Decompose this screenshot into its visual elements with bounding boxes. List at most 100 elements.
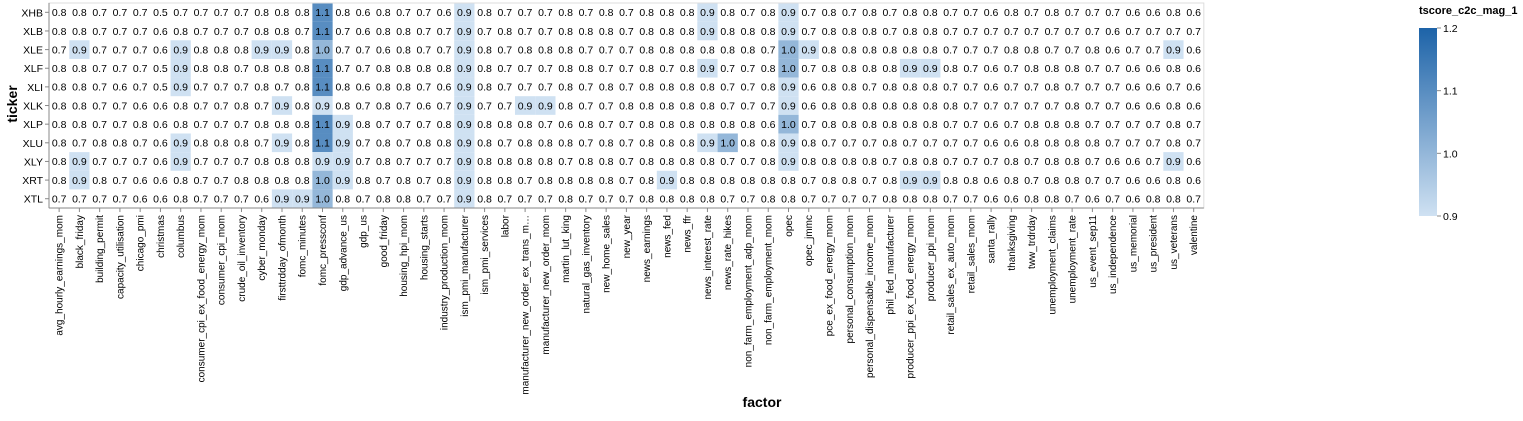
cell-value-label: 0.7 <box>356 194 371 206</box>
cell-value-label: 0.9 <box>660 175 675 187</box>
x-tick-label: thanksgiving <box>1007 215 1018 271</box>
cell-value-label: 0.7 <box>964 100 979 112</box>
heatmap-cell <box>920 58 941 78</box>
cell-value-label: 0.7 <box>538 26 553 38</box>
cell-value-label: 0.7 <box>518 26 533 38</box>
cell-value-label: 0.7 <box>984 100 999 112</box>
cell-value-label: 0.8 <box>761 175 776 187</box>
cell-value-label: 0.7 <box>619 7 634 19</box>
cell-value-label: 0.8 <box>518 156 533 168</box>
cell-value-label: 0.7 <box>1146 44 1161 56</box>
x-tick-label: manufacturer_new_order_mom <box>541 215 552 355</box>
cell-value-label: 0.7 <box>943 44 958 56</box>
cell-value-label: 0.8 <box>477 82 492 94</box>
cell-value-label: 0.7 <box>1045 44 1060 56</box>
cell-value-label: 0.8 <box>376 82 391 94</box>
cell-value-label: 0.8 <box>1024 194 1039 206</box>
cell-value-label: 0.7 <box>335 63 350 75</box>
cell-value-label: 0.8 <box>1166 138 1181 150</box>
cell-value-label: 1.1 <box>315 119 330 131</box>
cell-value-label: 0.7 <box>1065 82 1080 94</box>
cell-value-label: 0.7 <box>964 156 979 168</box>
cell-value-label: 0.7 <box>113 119 128 131</box>
x-tick-label: consumer_cpi_mom <box>217 215 228 305</box>
cell-value-label: 0.7 <box>1004 82 1019 94</box>
cell-value-label: 0.9 <box>72 156 87 168</box>
cell-value-label: 0.8 <box>254 26 269 38</box>
cell-value-label: 0.7 <box>1085 175 1100 187</box>
x-tick-label: us_president <box>1149 215 1160 272</box>
cell-value-label: 0.8 <box>599 175 614 187</box>
heatmap-cell <box>778 3 799 22</box>
cell-value-label: 0.8 <box>1045 138 1060 150</box>
cell-value-label: 0.8 <box>923 7 938 19</box>
x-tick-label: martin_lut_king <box>561 215 572 283</box>
cell-value-label: 0.7 <box>437 156 452 168</box>
cell-value-label: 0.6 <box>1186 175 1201 187</box>
cell-value-label: 0.8 <box>741 138 756 150</box>
cell-value-label: 0.7 <box>396 119 411 131</box>
cell-value-label: 0.7 <box>538 63 553 75</box>
cell-value-label: 0.8 <box>1024 63 1039 75</box>
heatmap-cell <box>778 152 799 171</box>
cell-value-label: 0.7 <box>862 138 877 150</box>
heatmap-cell <box>454 21 475 41</box>
cell-value-label: 0.8 <box>639 156 654 168</box>
cell-value-label: 0.7 <box>1024 7 1039 19</box>
cell-value-label: 0.9 <box>457 100 472 112</box>
cell-value-label: 0.8 <box>822 175 837 187</box>
cell-value-label: 0.7 <box>234 63 249 75</box>
cell-value-label: 0.9 <box>700 138 715 150</box>
cell-value-label: 0.8 <box>680 26 695 38</box>
cell-value-label: 0.7 <box>842 7 857 19</box>
cell-value-label: 0.8 <box>903 194 918 206</box>
cell-value-label: 0.9 <box>72 175 87 187</box>
cell-value-label: 0.8 <box>903 7 918 19</box>
cell-value-label: 0.8 <box>295 100 310 112</box>
cell-value-label: 0.8 <box>234 100 249 112</box>
cell-value-label: 0.8 <box>396 26 411 38</box>
cell-value-label: 0.8 <box>761 138 776 150</box>
heatmap-cell <box>271 96 293 115</box>
cell-value-label: 0.7 <box>720 156 735 168</box>
cell-value-label: 0.8 <box>599 7 614 19</box>
cell-value-label: 0.7 <box>1186 26 1201 38</box>
cell-value-label: 0.6 <box>1146 7 1161 19</box>
cell-value-label: 0.7 <box>498 194 513 206</box>
cell-value-label: 0.7 <box>52 194 67 206</box>
cell-value-label: 0.8 <box>761 82 776 94</box>
heatmap-cell <box>778 96 799 115</box>
x-tick-label: manufacturer_new_order_ex_trans_m… <box>521 215 532 395</box>
legend-ticks: 1.2 1.1 1.0 0.9 <box>1437 23 1458 223</box>
cell-value-label: 0.7 <box>862 175 877 187</box>
cell-value-label: 0.9 <box>457 138 472 150</box>
cell-value-label: 0.7 <box>1126 26 1141 38</box>
cell-value-label: 0.7 <box>1126 119 1141 131</box>
cell-value-label: 0.7 <box>984 44 999 56</box>
cell-value-label: 0.9 <box>1166 44 1181 56</box>
cell-value-label: 0.7 <box>173 7 188 19</box>
heatmap-cell <box>798 40 819 59</box>
cell-value-label: 0.7 <box>984 26 999 38</box>
x-tick-label: cyber_monday <box>257 215 268 281</box>
cell-value-label: 0.6 <box>984 175 999 187</box>
cell-value-label: 0.6 <box>1126 194 1141 206</box>
cell-value-label: 0.7 <box>335 44 350 56</box>
heatmap-cell <box>454 152 475 171</box>
cell-value-label: 0.8 <box>52 119 67 131</box>
cell-value-label: 0.7 <box>498 100 513 112</box>
cell-value-label: 0.7 <box>498 7 513 19</box>
cell-value-label: 0.8 <box>558 175 573 187</box>
cell-value-label: 0.7 <box>194 26 209 38</box>
cell-value-label: 0.8 <box>599 138 614 150</box>
cell-value-label: 0.6 <box>984 138 999 150</box>
cell-value-label: 0.8 <box>801 156 816 168</box>
cell-value-label: 0.7 <box>417 7 432 19</box>
cell-value-label: 0.8 <box>964 175 979 187</box>
cell-value-label: 0.6 <box>984 7 999 19</box>
cell-value-label: 0.8 <box>52 7 67 19</box>
cell-value-label: 0.9 <box>903 175 918 187</box>
cell-value-label: 0.7 <box>720 82 735 94</box>
cell-value-label: 0.6 <box>761 119 776 131</box>
